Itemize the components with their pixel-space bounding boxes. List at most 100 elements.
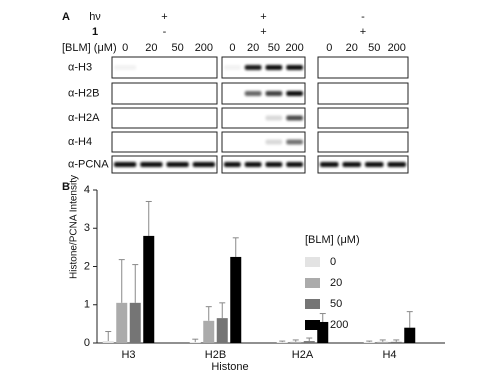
blot-band — [265, 162, 283, 167]
bar — [276, 342, 288, 343]
blot-band — [286, 91, 303, 96]
concentration-label: 20 — [145, 42, 157, 54]
x-tick-label: H3 — [121, 349, 135, 361]
blot-band — [286, 162, 303, 167]
blot-band — [286, 139, 303, 145]
blot-box — [111, 155, 218, 174]
blot-band — [265, 139, 283, 145]
blot-band — [342, 162, 361, 167]
x-tick-label: H2B — [205, 349, 226, 361]
bar — [216, 318, 228, 343]
legend-swatch — [305, 278, 320, 288]
blot-band — [224, 65, 241, 70]
blot-band — [387, 162, 406, 167]
y-tick-label: 3 — [84, 222, 90, 234]
concentration-label: 200 — [388, 42, 406, 54]
blot-band — [244, 91, 262, 96]
y-tick-label: 2 — [84, 260, 90, 272]
x-axis-label: Histone — [211, 361, 248, 373]
blot-band — [224, 162, 241, 167]
blot-band — [286, 65, 303, 70]
antibody-label: α-H3 — [68, 61, 92, 73]
legend-swatch — [305, 299, 320, 309]
y-axis-label: Histone/PCNA Intensity — [69, 175, 80, 279]
blot-band — [244, 162, 262, 167]
concentration-label: 50 — [368, 42, 380, 54]
blot-box — [317, 155, 409, 174]
blot-band — [365, 162, 384, 167]
blot-box — [221, 131, 306, 153]
blot-box — [317, 82, 409, 105]
concentration-label: 20 — [346, 42, 358, 54]
blot-box — [221, 155, 306, 174]
blot-box — [221, 82, 306, 105]
concentration-label: 0 — [326, 42, 332, 54]
concentration-label: 20 — [247, 42, 259, 54]
blot-box — [317, 107, 409, 129]
bar — [102, 341, 114, 343]
treatment-mark: + — [260, 11, 266, 23]
antibody-label: α-PCNA — [68, 158, 109, 170]
legend-label: 200 — [330, 319, 348, 331]
blot-box — [317, 56, 409, 79]
concentration-label: 0 — [122, 42, 128, 54]
bar — [129, 302, 141, 343]
legend-title: [BLM] (μM) — [305, 234, 360, 246]
y-tick-label: 1 — [84, 299, 90, 311]
blot-band — [286, 115, 303, 121]
treatment-label: 1 — [92, 26, 98, 38]
blot-band — [140, 162, 163, 167]
bar — [116, 302, 128, 343]
blot-box — [111, 56, 218, 79]
blot-box — [111, 131, 218, 153]
treatment-mark: + — [161, 11, 167, 23]
blot-box — [111, 82, 218, 105]
treatment-mark: - — [361, 11, 365, 23]
blot-band — [114, 65, 137, 70]
blm-label: [BLM] (μM) — [62, 42, 117, 54]
treatment-mark: + — [260, 26, 266, 38]
blot-box — [111, 107, 218, 129]
concentration-label: 0 — [229, 42, 235, 54]
legend-label: 20 — [330, 277, 342, 289]
x-tick-label: H2A — [292, 349, 314, 361]
legend-label: 50 — [330, 298, 342, 310]
bar — [363, 342, 375, 343]
y-tick-label: 4 — [84, 184, 90, 196]
blot-band — [320, 162, 339, 167]
x-tick-label: H4 — [382, 349, 396, 361]
antibody-label: α-H2A — [68, 112, 100, 124]
treatment-label: hν — [89, 11, 101, 23]
concentration-label: 50 — [268, 42, 280, 54]
concentration-label: 50 — [172, 42, 184, 54]
panel-label: A — [62, 11, 70, 23]
blot-band — [265, 115, 283, 121]
antibody-label: α-H4 — [68, 136, 92, 148]
y-tick-label: 0 — [84, 337, 90, 349]
bar — [189, 342, 201, 343]
panel-label: B — [62, 181, 70, 193]
concentration-label: 200 — [195, 42, 213, 54]
legend-swatch — [305, 320, 320, 330]
legend-swatch — [305, 257, 320, 267]
blot-band — [114, 162, 137, 167]
blot-band — [244, 65, 262, 70]
blot-band — [265, 91, 283, 96]
blot-box — [221, 107, 306, 129]
blot-box — [317, 131, 409, 153]
blot-box — [221, 56, 306, 79]
treatment-mark: + — [360, 26, 366, 38]
bar — [390, 341, 402, 343]
treatment-mark: - — [163, 26, 167, 38]
bar — [290, 341, 302, 343]
legend-label: 0 — [330, 256, 336, 268]
concentration-label: 200 — [285, 42, 303, 54]
bar — [317, 321, 329, 343]
antibody-label: α-H2B — [68, 87, 99, 99]
bar — [404, 327, 416, 343]
bar — [230, 256, 242, 343]
bar — [203, 320, 215, 343]
bar — [377, 341, 389, 343]
blot-band — [166, 162, 189, 167]
